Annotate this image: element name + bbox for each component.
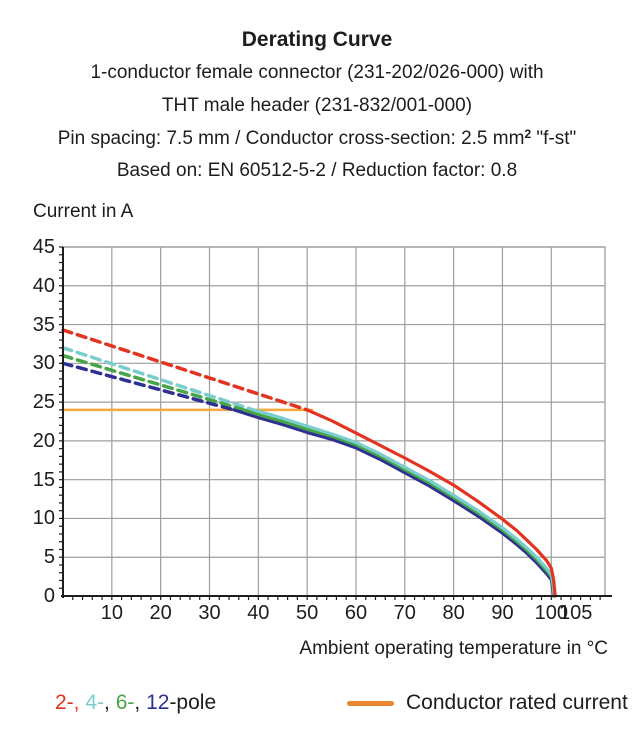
rated-current-line-swatch [347,700,394,706]
series-6-pole [242,408,556,598]
x-tick-label: 80 [442,602,465,624]
rated-current-legend: Conductor rated current [347,691,628,715]
header-male-header-line: THT male header (231-832/001-000) [161,95,473,116]
x-tick-label: 10 [100,602,123,624]
rated-current-legend-label: Conductor rated current [406,691,628,714]
y-tick-label: 45 [32,236,55,258]
x-tick-label: 30 [198,602,221,624]
series-2-pole-unrestricted [61,328,309,412]
squared-superscript: 2 [524,127,532,141]
series-4-pole [251,408,556,598]
legend-pole-token: -pole [169,691,217,714]
x-tick-label: 20 [149,602,172,624]
y-tick-label: 20 [32,429,55,452]
x-axis-title: Ambient operating temperature in °C [299,638,608,659]
legend-pole-token: 6- [115,691,135,714]
legend-pole-token: 12 [146,691,170,714]
pin-spacing-text: Pin spacing: 7.5 mm / Conductor cross-se… [57,128,525,149]
y-axis-title: Current in A [33,201,134,222]
header-standard-line: Based on: EN 60512-5-2 / Reduction facto… [116,160,518,181]
page-title: Derating Curve [241,28,393,51]
header-pin-spacing-line: Pin spacing: 7.5 mm / Conductor cross-se… [0,127,634,150]
series-2-pole [305,408,557,598]
x-tick-label: 105 [559,602,593,624]
x-tick-label: 50 [296,602,319,624]
series-4-pole-unrestricted [61,346,256,412]
conductor-type-text: "f-st" [531,128,577,149]
y-tick-label: 5 [43,546,55,569]
series-6-pole-unrestricted [61,353,246,412]
y-tick-label: 35 [32,313,55,336]
legend-pole-token: , [134,691,147,714]
y-tick-label: 10 [32,507,55,530]
y-tick-label: 0 [43,585,55,607]
x-tick-label: 70 [393,602,416,624]
y-tick-label: 25 [32,391,55,414]
legend-pole-token: 4- [85,691,105,714]
x-tick-label: 60 [344,602,368,624]
series-12-pole [232,408,556,598]
y-tick-label: 30 [32,352,55,375]
x-tick-label: 40 [247,602,270,624]
series-12-pole-unrestricted [61,361,236,412]
x-tick-label: 100 [534,602,568,624]
header-connector-line: 1-conductor female connector (231-202/02… [90,62,544,83]
pole-count-legend: 2-, 4-, 6-, 12-pole [55,691,216,715]
legend-pole-token: , [104,691,116,714]
y-tick-label: 40 [32,274,55,297]
x-tick-label: 90 [491,602,514,624]
legend-pole-token: 2-, [55,691,80,714]
y-tick-label: 15 [32,468,55,491]
